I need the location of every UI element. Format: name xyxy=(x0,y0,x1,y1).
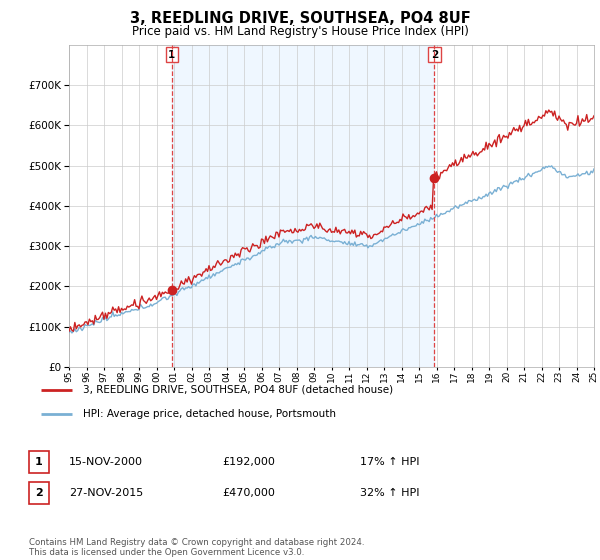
Text: 2: 2 xyxy=(35,488,43,498)
Text: £470,000: £470,000 xyxy=(222,488,275,498)
Text: 3, REEDLING DRIVE, SOUTHSEA, PO4 8UF: 3, REEDLING DRIVE, SOUTHSEA, PO4 8UF xyxy=(130,11,470,26)
Text: 27-NOV-2015: 27-NOV-2015 xyxy=(69,488,143,498)
Text: 17% ↑ HPI: 17% ↑ HPI xyxy=(360,457,419,467)
Text: 1: 1 xyxy=(168,50,175,59)
Text: 3, REEDLING DRIVE, SOUTHSEA, PO4 8UF (detached house): 3, REEDLING DRIVE, SOUTHSEA, PO4 8UF (de… xyxy=(83,385,393,395)
Text: 1: 1 xyxy=(35,457,43,467)
Text: 15-NOV-2000: 15-NOV-2000 xyxy=(69,457,143,467)
Text: 2: 2 xyxy=(431,50,438,59)
Text: £192,000: £192,000 xyxy=(222,457,275,467)
Text: Contains HM Land Registry data © Crown copyright and database right 2024.
This d: Contains HM Land Registry data © Crown c… xyxy=(29,538,364,557)
Text: HPI: Average price, detached house, Portsmouth: HPI: Average price, detached house, Port… xyxy=(83,409,336,419)
Text: 32% ↑ HPI: 32% ↑ HPI xyxy=(360,488,419,498)
Text: Price paid vs. HM Land Registry's House Price Index (HPI): Price paid vs. HM Land Registry's House … xyxy=(131,25,469,38)
Bar xyxy=(172,45,434,367)
